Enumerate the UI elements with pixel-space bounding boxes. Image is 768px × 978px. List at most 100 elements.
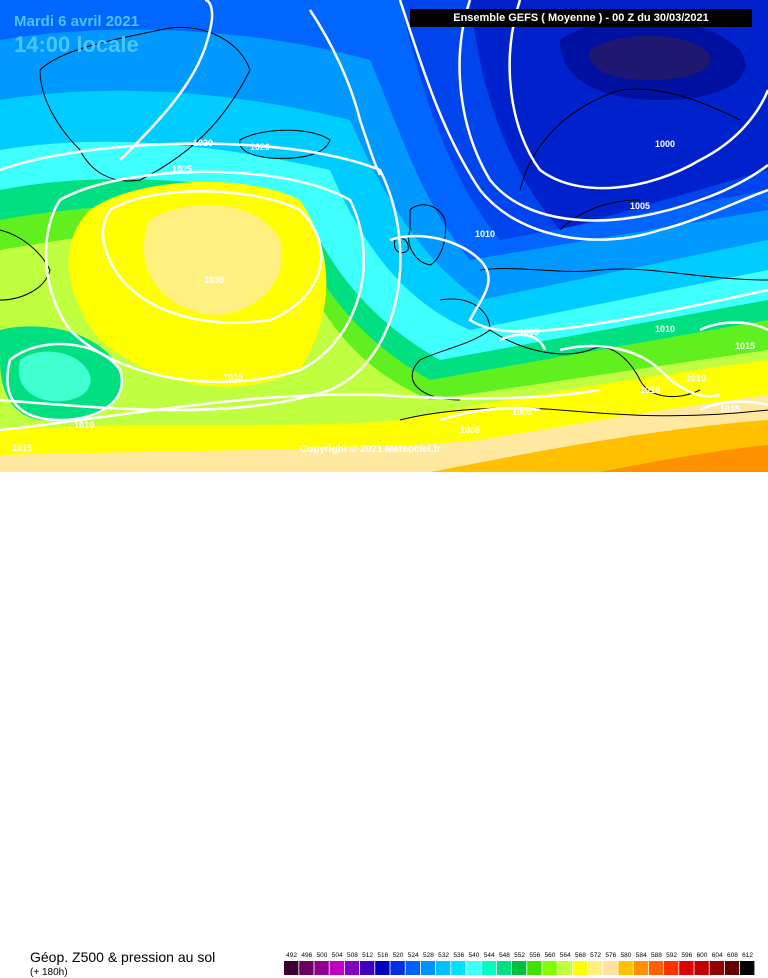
scale-tick-label: 536 <box>453 952 464 959</box>
scale-tick-label: 580 <box>621 952 632 959</box>
scale-swatch <box>603 961 618 975</box>
isobar-label: 1025 <box>172 164 192 174</box>
scale-tick-label: 544 <box>484 952 495 959</box>
isobar-1010-west <box>6 342 124 422</box>
scale-tick-label: 596 <box>681 952 692 959</box>
isobar-label: 1000 <box>655 139 675 149</box>
forecast-time: 14:00 locale <box>14 32 139 57</box>
forecast-date: Mardi 6 avril 2021 <box>14 13 140 30</box>
isobar-label: 1010 <box>74 420 94 430</box>
scale-tick-label: 564 <box>560 952 571 959</box>
scandinavia-coast <box>519 88 741 231</box>
scale-swatch <box>740 961 755 975</box>
scale-swatch <box>314 961 329 975</box>
scale-tick-label: 540 <box>469 952 480 959</box>
isobar-1020 <box>0 142 402 412</box>
isobar-label: 1030 <box>204 275 224 285</box>
scale-tick-label: 568 <box>575 952 586 959</box>
isobar-1010-west2 <box>308 9 382 176</box>
scale-swatch <box>542 961 557 975</box>
scale-tick-label: 572 <box>590 952 601 959</box>
scale-swatch <box>648 961 664 975</box>
isobar-1005-channel <box>398 0 768 241</box>
scale-tick-label: 524 <box>408 952 419 959</box>
model-run-label: Ensemble GEFS ( Moyenne ) - 00 Z du 30/0… <box>410 9 752 27</box>
scale-swatch <box>375 961 390 975</box>
scale-swatch <box>679 961 694 975</box>
isobar-label: 1020 <box>193 138 213 148</box>
weather-map: 1020 1020 1025 1030 1015 1010 1015 1010 … <box>0 0 768 472</box>
scale-tick-label: 516 <box>377 952 388 959</box>
scale-tick-label: 508 <box>347 952 358 959</box>
color-scale: 492 496 500 504 508 512 516 520 524 528 532 536 540 5… <box>284 952 755 975</box>
isobar-label: 1005 <box>519 327 539 337</box>
scale-tick-label: 548 <box>499 952 510 959</box>
isobar-label: 1005 <box>512 407 532 417</box>
scale-swatch <box>451 961 466 975</box>
band-dark-core <box>589 35 711 80</box>
isobar-label: 1010 <box>475 229 495 239</box>
scale-tick-label: 512 <box>362 952 373 959</box>
isobar-label: 1015 <box>735 341 755 351</box>
isobar-label: 1015 <box>720 404 740 414</box>
scale-tick-label: 576 <box>605 952 616 959</box>
scale-swatch <box>481 961 496 975</box>
scale-swatch <box>360 961 375 975</box>
scale-swatch <box>557 961 572 975</box>
scale-swatch <box>405 961 420 975</box>
scale-swatch <box>284 961 299 975</box>
isobar-1000 <box>508 0 768 190</box>
scale-tick-label: 588 <box>651 952 662 959</box>
scale-swatch <box>344 961 360 975</box>
scale-tick-label: 560 <box>545 952 556 959</box>
isobar-1015-south <box>0 388 601 432</box>
isobar-1010-europe <box>389 234 768 333</box>
greenland-coast <box>39 26 251 182</box>
africa-coast <box>399 407 768 421</box>
scale-swatch <box>588 961 603 975</box>
isobar-labels: 1020 1020 1025 1030 1015 1010 1015 1010 … <box>12 138 755 453</box>
scale-tick-label: 556 <box>529 952 540 959</box>
scale-swatch <box>709 961 724 975</box>
scale-tick-label: 500 <box>317 952 328 959</box>
scale-tick-label: 604 <box>712 952 723 959</box>
scale-tick-label: 504 <box>332 952 343 959</box>
scale-swatch <box>496 961 512 975</box>
isobars <box>0 0 768 432</box>
isobar-1030 <box>101 190 323 324</box>
isobar-1015-north <box>119 0 214 161</box>
scale-tick-label: 520 <box>393 952 404 959</box>
scale-swatch <box>299 961 314 975</box>
isobar-label: 1010 <box>655 324 675 334</box>
isobar-label: 1010 <box>686 373 706 383</box>
legend-panel: Géop. Z500 & pression au sol (+ 180h) 49… <box>0 472 768 978</box>
isobar-1005-north <box>458 0 768 222</box>
scale-swatch <box>633 961 648 975</box>
scale-swatch <box>694 961 709 975</box>
scale-swatch <box>329 961 344 975</box>
isobar-label: 1005 <box>460 425 480 435</box>
isobar-1010-east <box>559 344 721 398</box>
scale-tick-label: 528 <box>423 952 434 959</box>
isobar-label: 1015 <box>223 372 243 382</box>
scale-swatch <box>512 961 527 975</box>
scale-tick-label: 492 <box>286 952 297 959</box>
coastlines <box>0 26 768 421</box>
isobar-1025 <box>44 170 365 384</box>
scale-swatch <box>436 961 451 975</box>
scale-tick-label: 600 <box>697 952 708 959</box>
scale-swatch <box>572 961 588 975</box>
scale-tick-label: 608 <box>727 952 738 959</box>
scale-tick-label: 584 <box>636 952 647 959</box>
band-orange-dark <box>600 445 768 472</box>
scale-swatch <box>420 961 436 975</box>
scale-tick-label: 496 <box>301 952 312 959</box>
scale-swatch <box>618 961 633 975</box>
isobar-label: 1010 <box>640 385 660 395</box>
scale-tick-label: 532 <box>438 952 449 959</box>
field-title: Géop. Z500 & pression au sol <box>30 949 216 965</box>
isobar-1005-med <box>439 333 547 422</box>
isobar-label: 1020 <box>250 142 270 152</box>
canada-coast <box>0 229 51 301</box>
isobar-1015-east <box>699 321 768 412</box>
